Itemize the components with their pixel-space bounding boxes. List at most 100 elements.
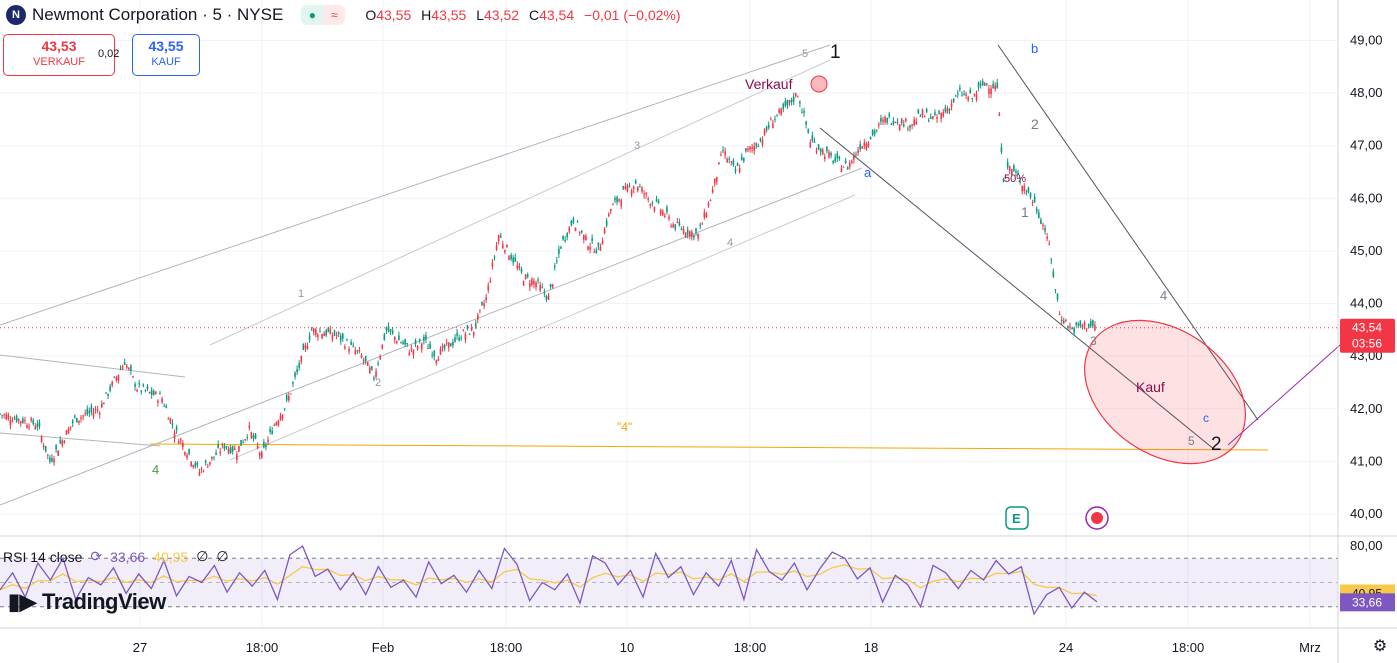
candle-body xyxy=(175,427,178,431)
candle-body xyxy=(190,461,192,466)
wave-label: 4 xyxy=(1160,288,1167,303)
candle-body xyxy=(101,403,103,408)
candle-body xyxy=(749,146,751,150)
candle-body xyxy=(125,365,128,368)
candle-body xyxy=(670,225,672,227)
candle-body xyxy=(984,82,986,86)
tradingview-logo[interactable]: ▮▶ TradingView xyxy=(8,589,166,615)
candle-body xyxy=(88,410,91,414)
rsi-legend[interactable]: RSI 14 close ⟳ 33,66 40,95 ∅ ∅ xyxy=(3,548,229,565)
candle-body xyxy=(707,203,710,206)
candle-body xyxy=(981,80,984,86)
candle-body xyxy=(408,352,411,356)
symbol-title[interactable]: Newmont Corporation · 5 · NYSE xyxy=(32,5,284,24)
candle-body xyxy=(300,355,303,362)
candle-body xyxy=(547,295,550,300)
candle-body xyxy=(599,246,602,251)
candle-body xyxy=(254,433,257,439)
candle-body xyxy=(165,406,168,408)
candle-body xyxy=(466,325,469,329)
candle-body xyxy=(7,414,10,419)
candle-body xyxy=(869,136,872,140)
candle-body xyxy=(46,454,49,456)
sell-price: 43,53 xyxy=(41,38,77,54)
buy-button[interactable]: 43,55 KAUF xyxy=(132,34,200,76)
candle-body xyxy=(1033,196,1036,203)
candle-body xyxy=(857,150,859,153)
candle-body xyxy=(986,83,988,85)
candle-body xyxy=(1094,325,1096,331)
candle-body xyxy=(256,445,259,449)
candle-body xyxy=(375,371,377,377)
candle-body xyxy=(42,445,45,447)
time-tick-label: 18:00 xyxy=(734,640,767,655)
candle-body xyxy=(17,418,20,421)
rsi-value: 33,66 xyxy=(110,548,146,565)
candle-body xyxy=(786,100,789,106)
candle-body xyxy=(277,420,280,425)
candle-body xyxy=(287,396,290,401)
candle-body xyxy=(94,409,97,411)
candle-body xyxy=(423,336,425,341)
candle-body xyxy=(49,457,51,462)
candle-body xyxy=(728,158,731,160)
candle-body xyxy=(15,416,18,422)
candle-body xyxy=(163,405,165,407)
settings-gear-icon[interactable]: ⚙ xyxy=(1372,638,1388,655)
wave-label: 1 xyxy=(830,42,841,63)
candle-body xyxy=(826,146,828,152)
trend-line xyxy=(0,354,186,378)
candle-body xyxy=(128,367,130,369)
candle-body xyxy=(1027,187,1030,193)
candle-body xyxy=(809,142,812,148)
candle-body xyxy=(734,168,737,172)
rsi-value-tag xyxy=(1340,593,1395,612)
candle-body xyxy=(346,339,348,341)
trend-line-2 xyxy=(0,432,161,447)
rsi-ma-line xyxy=(0,564,1098,597)
candle-body xyxy=(898,124,901,131)
candle-body xyxy=(568,227,571,232)
refresh-icon[interactable]: ⟳ xyxy=(90,548,103,564)
candle-body xyxy=(161,398,163,403)
low-value: 43,52 xyxy=(484,7,520,23)
candle-body xyxy=(369,367,371,373)
candle-body xyxy=(666,207,668,213)
sell-button[interactable]: 43,53 VERKAUF xyxy=(3,34,115,76)
candle-body xyxy=(387,326,390,332)
candle-body xyxy=(998,113,1001,116)
candle-body xyxy=(435,360,438,364)
candle-body xyxy=(138,383,141,385)
candle-body xyxy=(188,448,190,455)
low-label: L xyxy=(476,7,485,23)
candle-body xyxy=(1000,147,1003,152)
candle-body xyxy=(927,120,930,122)
candle-body xyxy=(759,138,762,141)
candle-body xyxy=(545,296,548,300)
candle-body xyxy=(884,116,886,123)
candle-body xyxy=(564,239,566,242)
candle-body xyxy=(11,421,14,423)
wave-label: a xyxy=(864,165,872,180)
candle-body xyxy=(1087,323,1090,329)
candle-body xyxy=(516,265,519,269)
candle-body xyxy=(622,186,625,190)
candle-body xyxy=(501,244,504,249)
candle-body xyxy=(1054,289,1057,291)
candle-body xyxy=(740,156,743,160)
candle-body xyxy=(1025,191,1028,193)
candle-body xyxy=(290,393,292,395)
candle-body xyxy=(379,356,382,359)
status-pill[interactable]: ● ≈ xyxy=(301,5,346,25)
candle-body xyxy=(842,166,845,168)
candle-body xyxy=(751,146,753,149)
candle-body xyxy=(531,279,533,285)
candle-body xyxy=(281,414,284,419)
candle-body xyxy=(67,428,70,434)
candle-body xyxy=(240,439,242,446)
rsi-pane xyxy=(0,545,1338,616)
candle-body xyxy=(13,418,16,420)
candle-body xyxy=(601,241,604,245)
candle-body xyxy=(173,432,176,439)
